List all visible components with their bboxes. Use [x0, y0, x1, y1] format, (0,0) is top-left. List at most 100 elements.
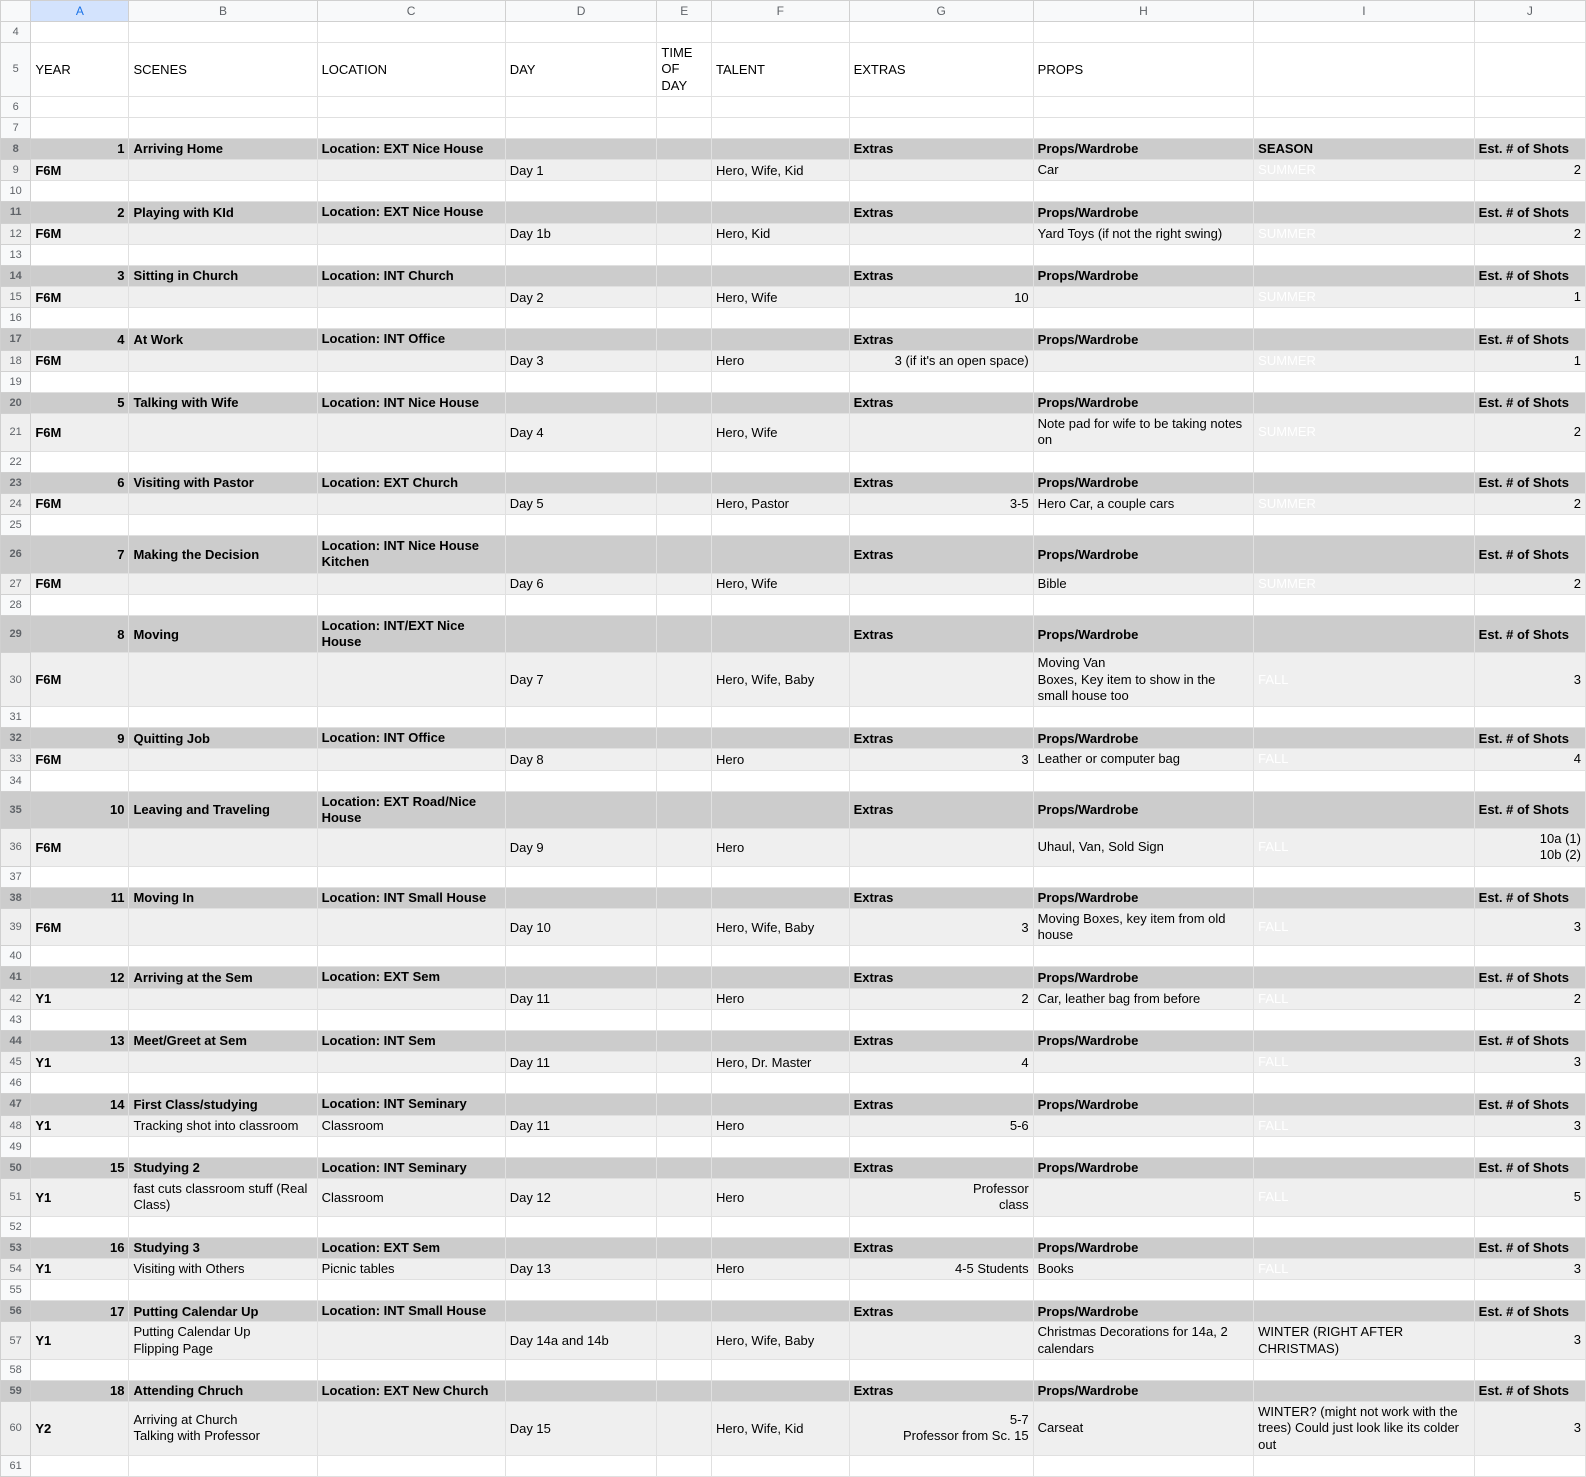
- cell[interactable]: [1033, 594, 1254, 615]
- cell[interactable]: [317, 594, 505, 615]
- cell[interactable]: [129, 594, 317, 615]
- cell[interactable]: [1033, 371, 1254, 392]
- cell[interactable]: [657, 1115, 712, 1136]
- row-header[interactable]: 7: [1, 117, 31, 138]
- cell[interactable]: Day 11: [505, 988, 657, 1009]
- cell[interactable]: F6M: [31, 287, 129, 308]
- cell[interactable]: [657, 138, 712, 159]
- cell[interactable]: [31, 308, 129, 329]
- cell[interactable]: [505, 1380, 657, 1401]
- cell[interactable]: Extras: [849, 615, 1033, 653]
- cell[interactable]: Hero: [712, 1258, 850, 1279]
- cell[interactable]: Moving: [129, 615, 317, 653]
- cell[interactable]: [657, 493, 712, 514]
- cell[interactable]: [657, 967, 712, 988]
- cell[interactable]: [1254, 707, 1475, 728]
- cell[interactable]: [129, 829, 317, 867]
- cell[interactable]: [1033, 350, 1254, 371]
- cell[interactable]: 3: [849, 908, 1033, 946]
- cell[interactable]: Est. # of Shots: [1474, 1157, 1585, 1178]
- cell[interactable]: [849, 1009, 1033, 1030]
- cell[interactable]: 3: [31, 265, 129, 286]
- cell[interactable]: [1254, 1359, 1475, 1380]
- row-header[interactable]: 4: [1, 22, 31, 43]
- row-header[interactable]: 48: [1, 1115, 31, 1136]
- cell[interactable]: F6M: [31, 573, 129, 594]
- cell[interactable]: Props/Wardrobe: [1033, 265, 1254, 286]
- cell[interactable]: [317, 829, 505, 867]
- cell[interactable]: [505, 181, 657, 202]
- cell[interactable]: [505, 202, 657, 223]
- cell[interactable]: [657, 829, 712, 867]
- cell[interactable]: Extras: [849, 887, 1033, 908]
- cell[interactable]: [657, 472, 712, 493]
- cell[interactable]: [712, 329, 850, 350]
- cell[interactable]: [317, 223, 505, 244]
- cell[interactable]: Note pad for wife to be taking notes on: [1033, 414, 1254, 452]
- cell[interactable]: F6M: [31, 414, 129, 452]
- cell[interactable]: Day 3: [505, 350, 657, 371]
- cell[interactable]: [317, 573, 505, 594]
- cell[interactable]: [657, 371, 712, 392]
- cell[interactable]: Yard Toys (if not the right swing): [1033, 223, 1254, 244]
- cell[interactable]: Location: INT Church: [317, 265, 505, 286]
- cell[interactable]: [849, 829, 1033, 867]
- cell[interactable]: TIME OF DAY: [657, 43, 712, 97]
- cell[interactable]: [129, 287, 317, 308]
- col-header-B[interactable]: B: [129, 1, 317, 22]
- cell[interactable]: [505, 1136, 657, 1157]
- cell[interactable]: 9: [31, 728, 129, 749]
- cell[interactable]: 4: [849, 1052, 1033, 1073]
- cell[interactable]: Location: INT Small House: [317, 1301, 505, 1322]
- cell[interactable]: [657, 117, 712, 138]
- cell[interactable]: [129, 1280, 317, 1301]
- cell[interactable]: [317, 1216, 505, 1237]
- cell[interactable]: Putting Calendar Up Flipping Page: [129, 1322, 317, 1360]
- cell[interactable]: [1474, 1073, 1585, 1094]
- cell[interactable]: Meet/Greet at Sem: [129, 1030, 317, 1051]
- cell[interactable]: [505, 308, 657, 329]
- cell[interactable]: [1254, 117, 1475, 138]
- cell[interactable]: [317, 749, 505, 770]
- cell[interactable]: Visiting with Pastor: [129, 472, 317, 493]
- cell[interactable]: [505, 1073, 657, 1094]
- cell[interactable]: [657, 96, 712, 117]
- cell[interactable]: [1033, 515, 1254, 536]
- cell[interactable]: Location: EXT Road/Nice House: [317, 791, 505, 829]
- cell[interactable]: [317, 160, 505, 181]
- cell[interactable]: [712, 1280, 850, 1301]
- cell[interactable]: [129, 946, 317, 967]
- cell[interactable]: [129, 160, 317, 181]
- cell[interactable]: [1254, 329, 1475, 350]
- cell[interactable]: F6M: [31, 829, 129, 867]
- col-header-H[interactable]: H: [1033, 1, 1254, 22]
- cell[interactable]: [129, 1136, 317, 1157]
- cell[interactable]: [712, 1237, 850, 1258]
- cell[interactable]: [657, 653, 712, 707]
- cell[interactable]: [1474, 96, 1585, 117]
- cell[interactable]: [1033, 946, 1254, 967]
- cell[interactable]: [849, 1280, 1033, 1301]
- cell[interactable]: [712, 1009, 850, 1030]
- cell[interactable]: [657, 1030, 712, 1051]
- cell[interactable]: [657, 573, 712, 594]
- row-header[interactable]: 44: [1, 1030, 31, 1051]
- cell[interactable]: [317, 1455, 505, 1476]
- cell[interactable]: [129, 1359, 317, 1380]
- cell[interactable]: [31, 866, 129, 887]
- cell[interactable]: [712, 265, 850, 286]
- cell[interactable]: [505, 371, 657, 392]
- cell[interactable]: [1254, 392, 1475, 413]
- cell[interactable]: [129, 244, 317, 265]
- cell[interactable]: [1474, 371, 1585, 392]
- cell[interactable]: 2: [1474, 223, 1585, 244]
- cell[interactable]: [317, 371, 505, 392]
- row-header[interactable]: 42: [1, 988, 31, 1009]
- cell[interactable]: Tracking shot into classroom: [129, 1115, 317, 1136]
- cell[interactable]: Est. # of Shots: [1474, 138, 1585, 159]
- cell[interactable]: Extras: [849, 472, 1033, 493]
- cell[interactable]: 1: [1474, 350, 1585, 371]
- cell[interactable]: [657, 1359, 712, 1380]
- cell[interactable]: Hero, Kid: [712, 223, 850, 244]
- cell[interactable]: [31, 707, 129, 728]
